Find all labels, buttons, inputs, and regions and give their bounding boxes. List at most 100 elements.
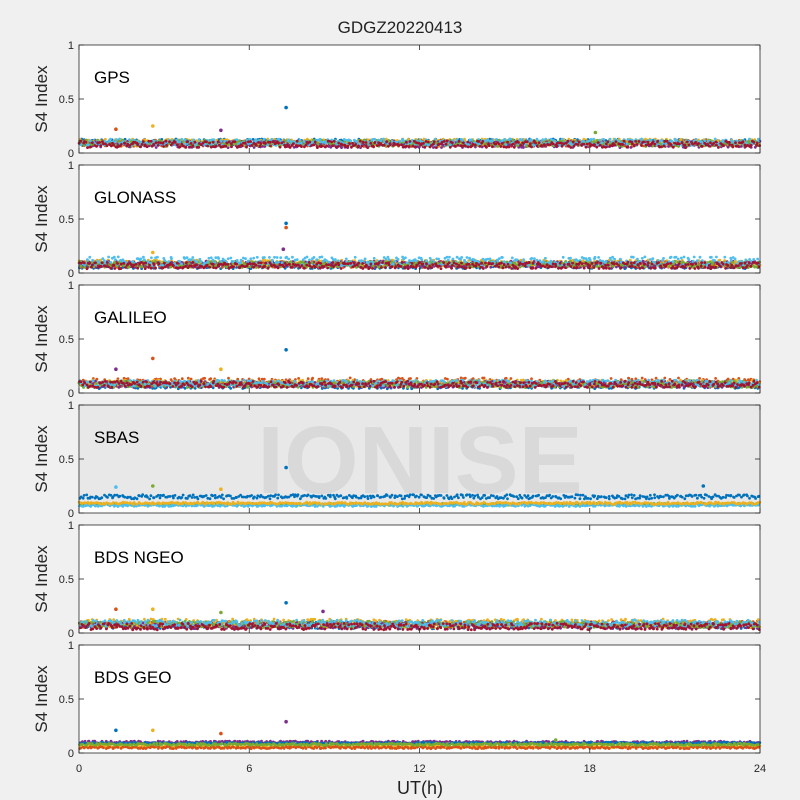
data-point [408,140,412,143]
data-point [414,145,417,149]
data-point [445,139,449,143]
data-point [699,140,703,144]
data-point [397,143,401,147]
data-point [354,143,357,147]
data-point [288,146,292,149]
data-point [245,145,248,149]
data-point [95,145,98,148]
data-point [168,140,172,144]
data-point [318,137,322,141]
data-point [758,144,761,148]
data-point [316,146,319,150]
data-point [136,143,140,147]
data-point [159,141,163,145]
data-point [398,139,402,143]
data-point [115,138,118,141]
data-point [596,141,600,145]
data-point [271,140,275,144]
data-point [287,138,291,142]
data-point [402,139,405,143]
outlier-point [593,130,598,135]
data-point [197,145,201,149]
data-point [530,145,533,149]
data-point [582,142,586,146]
data-point [537,141,541,145]
data-point [349,139,353,143]
data-point [644,143,648,147]
data-point [595,145,599,149]
data-point [522,146,525,149]
data-point [249,140,253,143]
data-point [405,140,408,144]
data-point [300,145,303,149]
data-point [507,145,511,149]
data-point [84,140,88,144]
data-point [680,141,684,145]
data-point [634,140,638,143]
data-point [382,143,386,147]
data-point [604,145,608,149]
data-point [255,144,258,147]
data-point [162,145,166,148]
data-point [216,140,220,144]
data-point [656,139,660,143]
data-point [605,142,608,146]
data-point [571,140,575,144]
data-point [369,141,373,145]
data-point [566,139,570,143]
data-point [205,140,208,144]
data-point [477,140,481,143]
data-point [437,142,441,146]
data-point [233,140,237,144]
data-point [79,139,83,143]
data-point [128,138,131,142]
data-point [722,144,725,148]
data-point [230,145,233,149]
data-point [727,140,731,144]
data-point [555,144,559,148]
data-point [313,140,317,144]
data-point [299,141,303,145]
data-point [302,140,306,144]
data-point [270,137,274,141]
data-point [598,143,602,147]
data-point [635,143,639,146]
data-point [165,144,169,147]
data-point [715,143,718,147]
data-point [248,265,252,269]
data-point [89,145,92,149]
data-point [342,138,346,141]
data-point [551,142,555,146]
data-point [180,137,184,141]
data-point [118,137,121,141]
data-point [525,140,529,144]
data-point [310,261,314,264]
data-point [726,145,730,149]
data-point [241,144,244,148]
data-point [324,141,327,145]
data-point [435,146,438,150]
data-point [728,143,732,147]
data-point [189,142,193,145]
data-point [736,145,740,148]
data-point [572,144,576,148]
data-point [440,146,443,149]
data-point [556,141,559,145]
data-point [511,142,515,146]
data-point [348,142,351,145]
data-point [500,142,504,145]
data-point [220,266,224,269]
data-point [119,143,123,146]
data-point [755,141,759,145]
data-point [432,140,436,144]
data-point [149,139,153,143]
data-point [259,142,263,146]
data-point [301,260,305,264]
data-point [336,145,340,148]
y-axis-label: S4 Index [32,65,51,133]
data-point [208,139,212,142]
data-point [400,143,403,147]
data-point [683,143,687,147]
data-point [592,137,595,141]
data-point [456,143,460,147]
